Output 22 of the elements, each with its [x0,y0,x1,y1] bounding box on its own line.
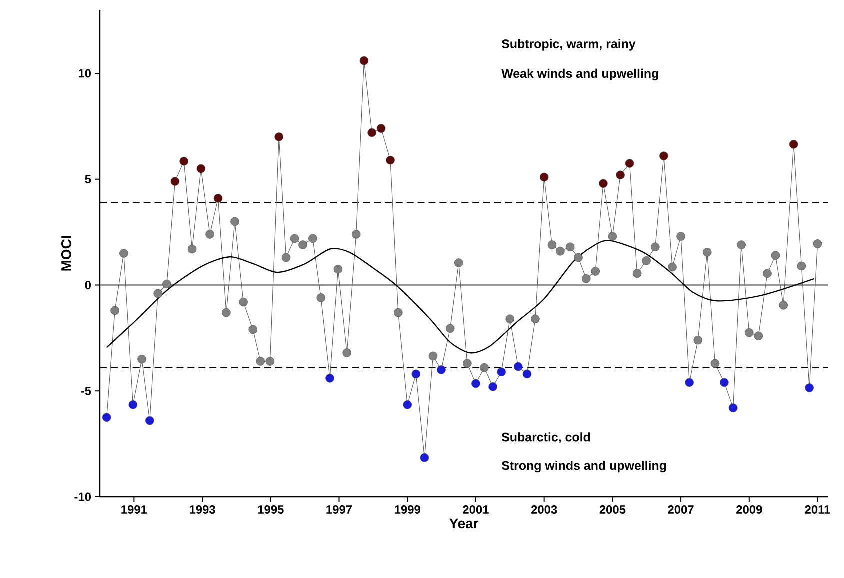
y-tick-label: 10 [78,69,92,78]
x-tick-label: 2009 [736,506,762,514]
annotation: Subarctic, cold [502,432,590,444]
y-tick-label: 0 [85,281,92,290]
x-axis-title: Year [450,518,479,529]
x-tick-label: 1999 [395,506,420,514]
x-tick-label: 1993 [190,506,216,514]
x-tick-label: 2005 [600,506,626,514]
x-tick-label: 2011 [805,506,830,514]
x-tick-label: 2003 [531,506,558,514]
annotation: Strong winds and upwelling [502,460,666,473]
y-tick-label: 5 [85,175,92,184]
y-axis-title: MOCI [61,236,72,271]
x-tick-label: 1991 [122,506,148,514]
annotation: Weak winds and upwelling [502,68,658,81]
x-tick-label: 2001 [463,506,489,514]
x-tick-label: 1997 [326,506,352,514]
x-tick-label: 2007 [668,506,694,514]
annotation: Subtropic, warm, rainy [502,39,636,51]
y-tick-label: -10 [74,492,92,502]
x-tick-label: 1995 [258,506,284,514]
y-tick-label: -5 [81,386,92,396]
